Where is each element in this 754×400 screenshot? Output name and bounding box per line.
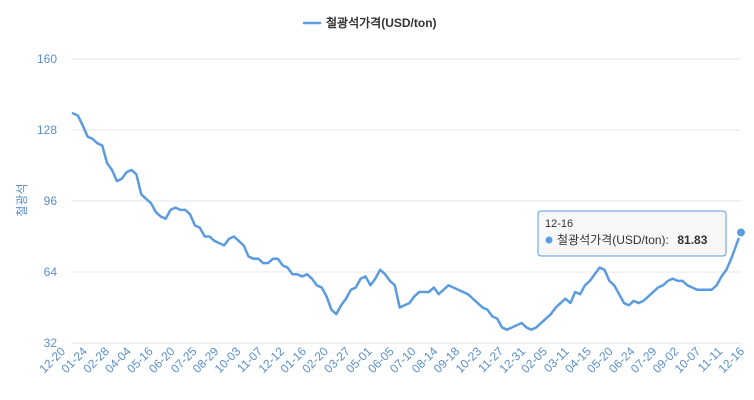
y-tick-label: 96: [44, 194, 58, 208]
grid-lines: [72, 58, 741, 344]
x-axis-ticks: 12-2001-2402-2804-0405-1606-2007-2508-29…: [37, 344, 748, 376]
price-series-line: [71, 112, 743, 331]
tooltip-series-label: 철광석가격(USD/ton):: [557, 233, 669, 247]
tooltip-value: 81.83: [677, 233, 707, 247]
tooltip-date: 12-16: [545, 218, 573, 230]
legend-label: 철광석가격(USD/ton): [326, 15, 437, 30]
tooltip-text: 철광석가격(USD/ton): 81.83: [557, 231, 708, 248]
tooltip: 12-16 철광석가격(USD/ton): 81.83: [537, 210, 727, 257]
tooltip-box: [537, 210, 727, 257]
y-tick-label: 160: [37, 52, 57, 66]
legend[interactable]: 철광석가격(USD/ton): [303, 15, 437, 30]
tooltip-series-marker: [545, 236, 553, 244]
y-tick-label: 64: [44, 265, 58, 279]
y-axis-ticks: 32 64 96 128 160: [37, 52, 57, 350]
y-tick-label: 32: [44, 336, 58, 350]
hover-data-point[interactable]: [735, 226, 747, 239]
y-tick-label: 128: [37, 123, 57, 137]
x-tick-label: 12-16: [716, 344, 748, 376]
y-axis-label: 철광석: [15, 183, 29, 216]
